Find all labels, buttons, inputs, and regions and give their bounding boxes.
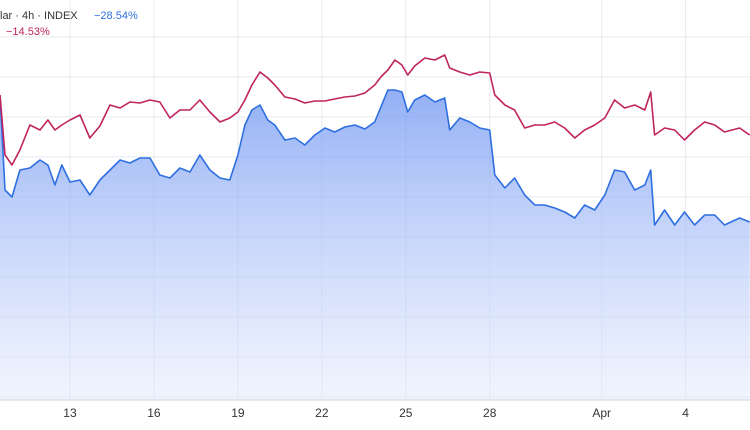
legend-name: lar · 4h · INDEX <box>0 10 78 22</box>
x-tick-label: 22 <box>315 406 329 420</box>
line <box>0 54 750 166</box>
x-axis: 13 16 19 22 25 28 Apr 4 <box>63 406 689 420</box>
x-tick-label: 16 <box>147 406 161 420</box>
line <box>0 89 750 226</box>
area <box>0 90 750 400</box>
legend: lar · 4h · INDEX −28.54% −14.53% <box>0 10 138 38</box>
x-tick-label: 13 <box>63 406 77 420</box>
x-tick-label: 25 <box>399 406 413 420</box>
x-tick-label: 19 <box>231 406 245 420</box>
x-tick-label: 28 <box>483 406 497 420</box>
x-tick-label: Apr <box>592 406 611 420</box>
x-tick-label: 4 <box>682 406 689 420</box>
legend-change: −28.54% <box>94 10 138 22</box>
legend-change: −14.53% <box>6 26 50 38</box>
plot <box>0 54 750 400</box>
